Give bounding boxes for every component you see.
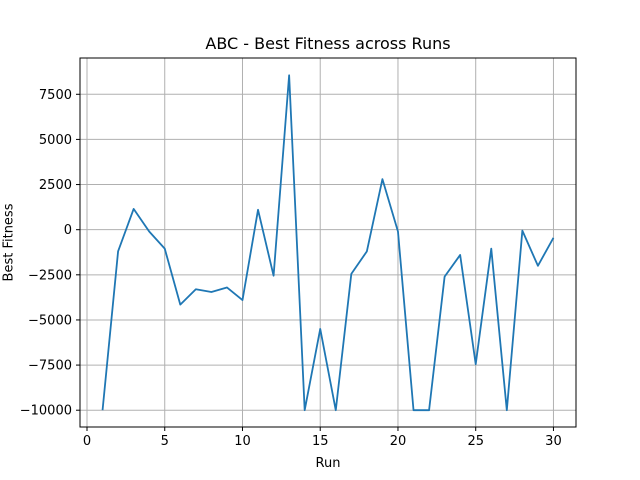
y-tick-label: 5000 <box>39 133 72 148</box>
x-tick-label: 20 <box>390 434 407 449</box>
y-tick-label: −10000 <box>20 404 72 419</box>
x-tick-label: 25 <box>467 434 484 449</box>
y-tick-label: 7500 <box>39 88 72 103</box>
x-tick-label: 30 <box>545 434 562 449</box>
y-tick-label: −5000 <box>28 313 72 328</box>
x-tick-label: 10 <box>234 434 251 449</box>
y-tick-label: −7500 <box>28 359 72 374</box>
y-tick-label: 2500 <box>39 178 72 193</box>
x-tick-label: 0 <box>83 434 91 449</box>
series-layer <box>101 74 555 412</box>
axis-ticks: 0 5 10 15 20 25 30 −10000 −7500 −5000 −2500 0 2500 50… <box>20 88 562 449</box>
x-axis-label: Run <box>316 456 341 471</box>
grid <box>80 58 576 427</box>
x-tick-label: 5 <box>161 434 169 449</box>
chart-title: ABC - Best Fitness across Runs <box>205 34 450 53</box>
x-tick-label: 15 <box>312 434 329 449</box>
y-axis-label: Best Fitness <box>2 203 17 281</box>
y-tick-label: 0 <box>64 223 72 238</box>
series-line <box>101 74 555 412</box>
plot-area-frame <box>79 57 577 428</box>
y-tick-label: −2500 <box>28 268 72 283</box>
